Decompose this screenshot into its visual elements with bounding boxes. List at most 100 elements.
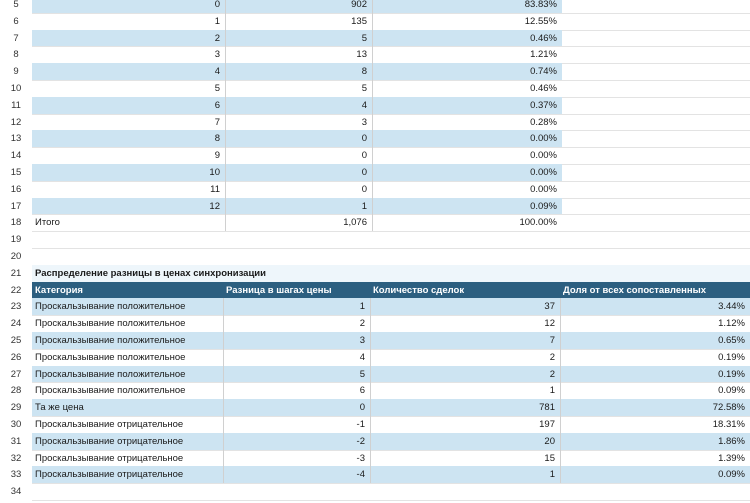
- table2-cell[interactable]: 0.19%: [718, 351, 745, 363]
- table1-cell[interactable]: 7: [214, 116, 220, 128]
- table1-cell[interactable]: 3: [214, 49, 220, 61]
- table2-cell[interactable]: Проскальзывание положительное: [35, 318, 186, 330]
- row-number[interactable]: 17: [10, 200, 22, 212]
- table1-cell[interactable]: 8: [361, 66, 367, 78]
- table2-cell[interactable]: -1: [356, 419, 365, 430]
- table2-cell[interactable]: 1.12%: [718, 318, 745, 330]
- table1-cell[interactable]: 11: [210, 183, 220, 195]
- table1-cell[interactable]: 4: [214, 66, 220, 78]
- table1-cell[interactable]: 0: [361, 167, 367, 178]
- table1-cell[interactable]: 83.83%: [524, 0, 557, 10]
- row-number[interactable]: 31: [10, 435, 22, 447]
- row-number[interactable]: 18: [10, 217, 22, 229]
- table1-cell[interactable]: 0: [361, 183, 367, 195]
- table2-cell[interactable]: Проскальзывание положительное: [35, 351, 186, 363]
- table1-cell[interactable]: 0.46%: [530, 83, 557, 94]
- row-number[interactable]: 27: [10, 368, 22, 380]
- table2-cell[interactable]: 1.86%: [718, 435, 745, 447]
- row-number[interactable]: 28: [10, 385, 22, 397]
- table2-cell[interactable]: 37: [544, 301, 555, 313]
- table2-cell[interactable]: 1: [549, 385, 555, 397]
- row-number[interactable]: 22: [10, 284, 22, 296]
- table2-cell[interactable]: 781: [539, 402, 555, 414]
- table2-cell[interactable]: Проскальзывание положительное: [35, 335, 186, 346]
- row-number[interactable]: 20: [10, 251, 22, 262]
- row-number[interactable]: 15: [10, 167, 22, 178]
- table2-cell[interactable]: 3.44%: [718, 301, 745, 313]
- table2-cell[interactable]: Та же цена: [35, 402, 84, 414]
- table1-cell[interactable]: 2: [214, 32, 220, 44]
- table2-header-cell[interactable]: Разница в шагах цены: [226, 284, 332, 296]
- table1-cell[interactable]: 0.46%: [530, 32, 557, 44]
- table1-cell[interactable]: 8: [214, 133, 220, 145]
- table2-cell[interactable]: 3: [359, 335, 365, 346]
- table1-cell[interactable]: 0.09%: [530, 200, 557, 212]
- row-number[interactable]: 33: [10, 469, 22, 481]
- row-number[interactable]: 25: [10, 335, 22, 346]
- table1-cell[interactable]: 0.00%: [530, 183, 557, 195]
- table2-cell[interactable]: 0.65%: [718, 335, 745, 346]
- table2-cell[interactable]: 0.19%: [718, 368, 745, 380]
- table2-header-cell[interactable]: Доля от всех сопоставленных: [563, 284, 706, 296]
- table1-cell[interactable]: 3: [361, 116, 367, 128]
- table2-cell[interactable]: Проскальзывание отрицательное: [35, 419, 184, 430]
- row-number[interactable]: 6: [13, 15, 19, 27]
- row-number[interactable]: 8: [13, 49, 19, 61]
- table2-header-cell[interactable]: Количество сделок: [373, 284, 465, 296]
- table1-cell[interactable]: 5: [214, 83, 220, 94]
- table1-total-count[interactable]: 1,076: [343, 217, 367, 229]
- table1-cell[interactable]: 12.55%: [524, 15, 557, 27]
- row-number[interactable]: 29: [10, 402, 22, 414]
- row-number[interactable]: 9: [13, 66, 19, 78]
- table1-cell[interactable]: 0.28%: [530, 116, 557, 128]
- row-number[interactable]: 21: [10, 267, 22, 279]
- table1-cell[interactable]: 12: [209, 200, 220, 212]
- table1-cell[interactable]: 0: [214, 0, 220, 10]
- table2-cell[interactable]: Проскальзывание положительное: [35, 385, 186, 397]
- row-number[interactable]: 5: [13, 0, 19, 10]
- table1-cell[interactable]: 0.00%: [530, 133, 557, 145]
- table2-cell[interactable]: 1.39%: [718, 452, 745, 464]
- row-number[interactable]: 12: [10, 116, 22, 128]
- table1-cell[interactable]: 0.37%: [530, 99, 557, 111]
- row-number[interactable]: 13: [10, 133, 22, 145]
- table2-cell[interactable]: 0.09%: [718, 385, 745, 397]
- table1-cell[interactable]: 6: [214, 99, 220, 111]
- table2-cell[interactable]: 1: [549, 469, 555, 481]
- row-number[interactable]: 24: [10, 318, 22, 330]
- table1-cell[interactable]: 0.74%: [530, 66, 557, 78]
- row-number[interactable]: 10: [10, 83, 22, 94]
- row-number[interactable]: 7: [13, 32, 19, 44]
- table2-cell[interactable]: Проскальзывание положительное: [35, 301, 186, 313]
- row-number[interactable]: 11: [11, 99, 21, 111]
- table1-cell[interactable]: 135: [351, 15, 367, 27]
- table1-cell[interactable]: 10: [209, 167, 220, 178]
- table2-title[interactable]: Распределение разницы в ценах синхрониза…: [35, 267, 266, 279]
- table2-cell[interactable]: 4: [359, 351, 365, 363]
- table1-cell[interactable]: 1: [214, 15, 220, 27]
- table2-cell[interactable]: 2: [549, 368, 555, 380]
- row-number[interactable]: 26: [10, 351, 22, 363]
- table2-cell[interactable]: 7: [549, 335, 555, 346]
- table2-cell[interactable]: 1: [359, 301, 365, 313]
- table2-cell[interactable]: 197: [539, 419, 555, 430]
- table1-cell[interactable]: 0.00%: [530, 150, 557, 162]
- table1-cell[interactable]: 4: [361, 99, 367, 111]
- table2-cell[interactable]: 72.58%: [712, 402, 745, 414]
- table1-cell[interactable]: 0: [361, 150, 367, 162]
- table2-cell[interactable]: 0.09%: [718, 469, 745, 481]
- row-number[interactable]: 32: [10, 452, 22, 464]
- table1-cell[interactable]: 1.21%: [530, 49, 557, 61]
- table2-cell[interactable]: 20: [544, 435, 555, 447]
- row-number[interactable]: 30: [10, 419, 22, 430]
- table2-cell[interactable]: 6: [359, 385, 365, 397]
- table1-cell[interactable]: 0: [361, 133, 367, 145]
- table1-cell[interactable]: 5: [361, 32, 367, 44]
- row-number[interactable]: 19: [10, 234, 22, 246]
- table2-cell[interactable]: Проскальзывание отрицательное: [35, 435, 184, 447]
- table2-cell[interactable]: 0: [359, 402, 365, 414]
- table1-cell[interactable]: 5: [361, 83, 367, 94]
- table2-cell[interactable]: 15: [544, 452, 555, 464]
- table1-cell[interactable]: 13: [356, 49, 367, 61]
- table2-cell[interactable]: 2: [359, 318, 365, 330]
